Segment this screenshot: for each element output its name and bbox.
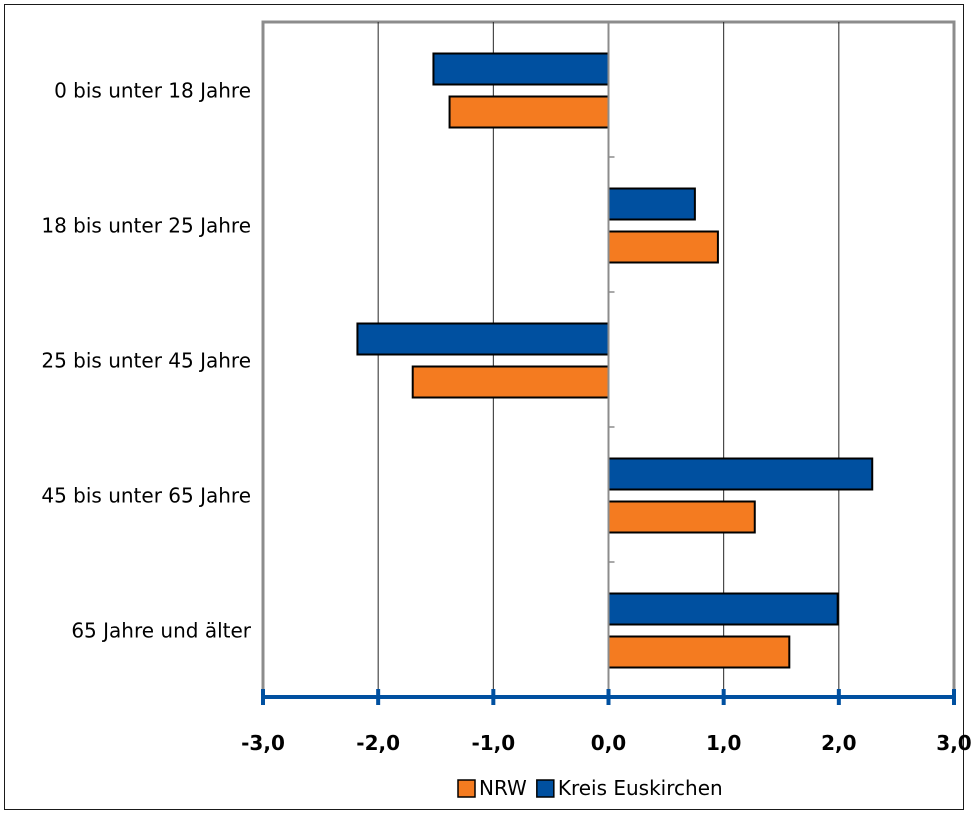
category-labels: 0 bis unter 18 Jahre 18 bis unter 25 Jahr… bbox=[41, 79, 251, 643]
tick-label: -1,0 bbox=[471, 731, 515, 755]
axes bbox=[261, 22, 956, 705]
category-label: 45 bis unter 65 Jahre bbox=[41, 484, 251, 508]
legend-swatch bbox=[457, 779, 476, 798]
bar-nrw-1 bbox=[607, 230, 719, 264]
tick-label: 2,0 bbox=[821, 731, 856, 755]
legend: NRW Kreis Euskirchen bbox=[457, 776, 723, 800]
bar-kreis-euskirchen-1 bbox=[607, 187, 696, 221]
category-label: 65 Jahre und älter bbox=[71, 619, 251, 643]
tick-label: 0,0 bbox=[591, 731, 626, 755]
bar-kreis-euskirchen-0 bbox=[432, 52, 610, 86]
bar-nrw-0 bbox=[448, 95, 610, 129]
legend-label: Kreis Euskirchen bbox=[558, 776, 723, 800]
tick-label: 3,0 bbox=[936, 731, 971, 755]
tick-labels: -3,0 -2,0 -1,0 0,0 1,0 2,0 3,0 bbox=[241, 731, 972, 755]
tick-label: -2,0 bbox=[356, 731, 400, 755]
bar-nrw-2 bbox=[411, 365, 610, 399]
legend-label: NRW bbox=[479, 776, 527, 800]
tick-label: 1,0 bbox=[706, 731, 741, 755]
bars bbox=[356, 52, 874, 669]
legend-swatch bbox=[536, 779, 555, 798]
bar-kreis-euskirchen-4 bbox=[607, 592, 839, 626]
category-label: 18 bis unter 25 Jahre bbox=[41, 214, 251, 238]
bar-kreis-euskirchen-2 bbox=[356, 322, 610, 356]
bar-nrw-4 bbox=[607, 635, 791, 669]
category-label: 0 bis unter 18 Jahre bbox=[54, 79, 251, 103]
category-label: 25 bis unter 45 Jahre bbox=[41, 349, 251, 373]
tick-label: -3,0 bbox=[241, 731, 285, 755]
chart-frame bbox=[4, 4, 964, 810]
bar-kreis-euskirchen-3 bbox=[607, 457, 874, 491]
bar-nrw-3 bbox=[607, 500, 756, 534]
